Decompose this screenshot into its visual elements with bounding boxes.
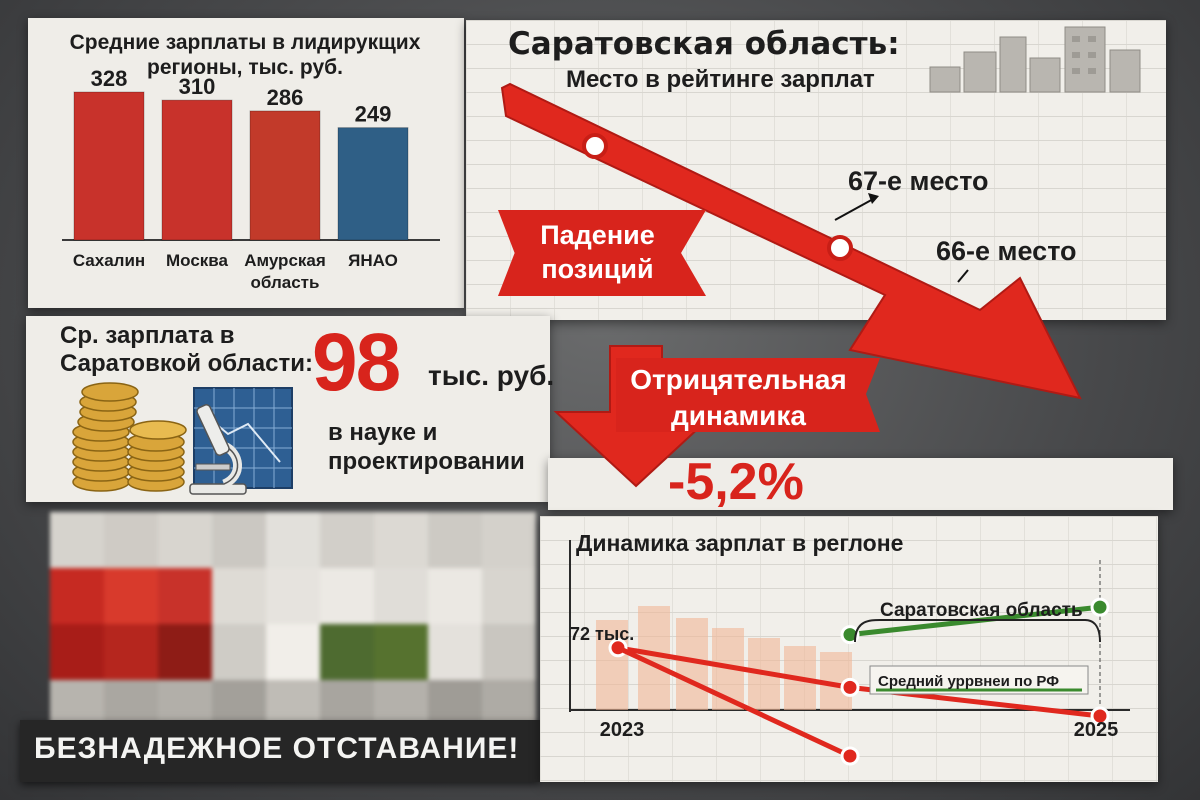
pixelated-image <box>50 512 536 736</box>
series-point <box>840 677 860 697</box>
summary-unit: тыс. руб. <box>428 360 555 391</box>
microscope-icon <box>189 404 247 495</box>
bar-value-label: 310 <box>179 74 216 99</box>
decline-arrow <box>500 82 1082 400</box>
bar <box>73 91 145 241</box>
bar <box>161 99 233 241</box>
skyline-icon <box>929 26 1141 93</box>
series-point <box>1090 597 1110 617</box>
line-chart: Саратовская область Средний уррвнеи по РФ… <box>569 540 1130 766</box>
bar-category-label: Сахалин <box>73 251 145 270</box>
line-chart-title: Динамика зарплат в реглоне <box>576 530 904 556</box>
bg-bar <box>596 620 628 710</box>
ranking-title: Саратовская область: <box>508 26 900 62</box>
bar-category-label: Амурская <box>244 251 326 270</box>
coins-stack-icon <box>72 382 187 492</box>
bar-value-label: 328 <box>91 66 128 91</box>
down-arrow <box>553 345 880 488</box>
x-tick-label: 2025 <box>1074 719 1119 741</box>
banner-text: БЕЗНАДЕЖНОЕ ОТСТАВАНИЕ! <box>34 732 520 765</box>
value-annotation: 72 тыс. <box>570 624 634 644</box>
rf-series-label: Средний уррвнеи по РФ <box>878 673 1059 690</box>
fall-label-box <box>498 210 706 296</box>
series-point <box>840 625 860 645</box>
saratov-series-label: Саратовская область <box>880 600 1083 621</box>
summary-value: 98 <box>312 317 401 408</box>
series-bracket <box>854 619 1101 643</box>
bar <box>249 110 321 241</box>
fall-label: Падение позиций <box>540 220 655 284</box>
bar-value-label: 249 <box>355 102 392 127</box>
bar-chart: 328 Сахалин 310 Москва 286 Амурская область 249… <box>62 66 440 292</box>
series-line-low <box>616 645 852 759</box>
banner-box <box>20 720 540 782</box>
bar-value-label: 286 <box>267 85 304 110</box>
bar-category-label: область <box>251 273 320 292</box>
dynamics-label: Отрицятельная динамика <box>630 364 847 431</box>
ranking-subtitle: Место в рейтинге зарплат <box>566 66 875 93</box>
summary-sector: в науке и проектировании <box>328 419 525 475</box>
rank-66-label: 66-е место <box>936 236 1077 266</box>
dynamics-value: -5,2% <box>668 453 804 511</box>
bar-chart-title: Средние зарплаты в лидирукщих регионы, т… <box>69 31 421 79</box>
bar-category-label: ЯНАО <box>348 251 398 270</box>
bar <box>337 127 409 241</box>
bar-category-label: Москва <box>166 251 229 270</box>
series-point <box>840 746 860 766</box>
rank-67-label: 67-е место <box>848 166 989 196</box>
x-tick-label: 2023 <box>600 719 645 741</box>
series-point <box>1090 706 1110 726</box>
summary-label: Ср. зарплата в Саратовкой области: <box>60 322 313 377</box>
